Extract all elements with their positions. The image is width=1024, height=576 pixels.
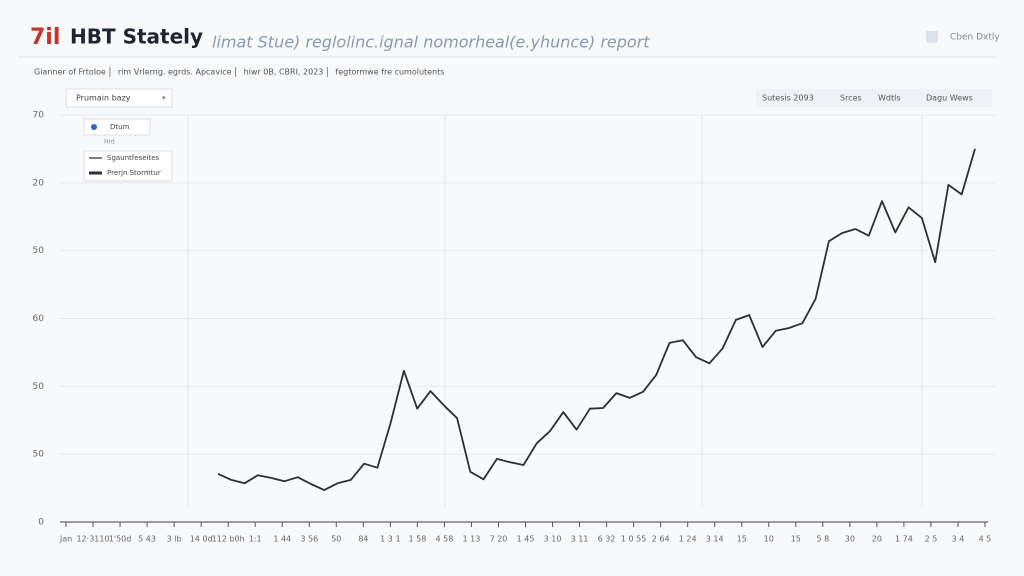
x-label: 1 0 55 [621, 535, 646, 544]
x-label: 84 [358, 535, 368, 544]
legend-label: Sgauntfeseites [107, 154, 160, 162]
x-label: 2 5 [925, 535, 938, 544]
breadcrumb-item: rim Vrlerng. egrds. Apcavice [118, 68, 232, 77]
x-label: 1 13 [463, 535, 481, 544]
x-label: 1 3 1 [380, 535, 400, 544]
radio[interactable] [91, 124, 97, 130]
x-label: 1'50d [109, 535, 132, 544]
x-label: 1 44 [273, 535, 291, 544]
report-title: limat Stue) reglolinc.ignal nomorheal(e.… [212, 33, 650, 52]
breadcrumb-item: fegtormwe fre cumolutents [335, 68, 444, 77]
x-label: Jan [59, 535, 72, 544]
breadcrumb-item: hiwr 0B, CBRI, 2023 [244, 68, 324, 77]
toolbar-button[interactable]: Wdtls [878, 94, 901, 103]
x-label: 3 14 [706, 535, 724, 544]
x-label: 20 [872, 535, 882, 544]
x-label: 1 24 [679, 535, 697, 544]
x-label: 3 11 [571, 535, 589, 544]
x-label: 2 64 [652, 535, 670, 544]
app-title: HBT Stately [70, 25, 203, 49]
x-label: 5 8 [816, 535, 829, 544]
x-label: 4 58 [436, 535, 454, 544]
x-label: 4 5 [979, 535, 992, 544]
x-label: 1 58 [408, 535, 426, 544]
breadcrumb-item: Gianner of Frtoloe [34, 68, 106, 77]
x-label: 3 4 [952, 535, 965, 544]
x-label: 15 [791, 535, 801, 544]
icon [926, 31, 938, 43]
x-label: 1 45 [517, 535, 535, 544]
toolbar-button[interactable]: Sutesis 2093 [762, 94, 814, 103]
link[interactable]: Cben Dxtly [950, 33, 1000, 43]
y-label: 0 [38, 518, 44, 528]
x-label: 112 b0h [212, 535, 245, 544]
y-label: 50 [33, 450, 45, 460]
x-label: 3 56 [300, 535, 318, 544]
legend [83, 150, 173, 182]
button-group [756, 89, 992, 107]
dropdown-label: Prumain bazy [76, 94, 131, 103]
toolbar-button[interactable]: Dagu Wews [926, 94, 973, 103]
x-label: 30 [845, 535, 855, 544]
toolbar-button[interactable]: Srces [840, 94, 862, 103]
y-label: 50 [33, 246, 45, 256]
y-label: 50 [33, 382, 45, 392]
x-label: 1 74 [895, 535, 913, 544]
y-label: 20 [33, 178, 45, 188]
x-label: 50 [331, 535, 341, 544]
x-label: 15 [737, 535, 747, 544]
x-label: 3 10 [544, 535, 562, 544]
legend-label: Prerjn Stormtur [107, 169, 161, 177]
x-label: 14 0d [190, 535, 213, 544]
x-label: 12·3110 [76, 535, 109, 544]
y-label: 70 [33, 111, 45, 121]
x-label: 6 32 [598, 535, 616, 544]
x-label: 7 20 [490, 535, 508, 544]
data-line [217, 148, 976, 491]
x-label: 5 43 [138, 535, 156, 544]
dropdown[interactable] [65, 88, 173, 108]
logo: 7il [30, 25, 60, 50]
dropdown-caret: ▾ [162, 94, 166, 102]
radio-box[interactable] [83, 118, 151, 136]
x-label: 1:1 [249, 535, 262, 544]
y-label: 60 [33, 314, 45, 324]
x-label: 10 [764, 535, 774, 544]
radio-label: Dtum [110, 123, 130, 131]
radio-note: Hrd [104, 139, 115, 146]
x-label: 3 lb [167, 535, 182, 544]
